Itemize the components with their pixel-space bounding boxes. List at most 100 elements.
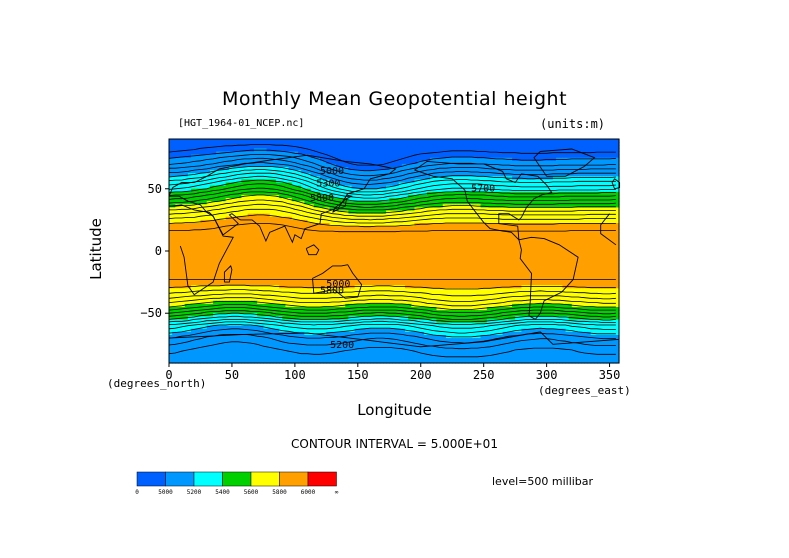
heatmap-cell bbox=[499, 226, 504, 230]
heatmap-cell bbox=[578, 191, 582, 196]
heatmap-cell bbox=[612, 182, 617, 187]
heatmap-cell bbox=[209, 154, 214, 159]
heatmap-cell bbox=[244, 207, 249, 212]
heatmap-cell bbox=[389, 139, 394, 143]
heatmap-cell bbox=[320, 145, 324, 149]
heatmap-cell bbox=[203, 223, 208, 227]
heatmap-cell bbox=[209, 157, 214, 162]
heatmap-cell bbox=[392, 195, 397, 199]
heatmap-cell bbox=[181, 160, 186, 165]
heatmap-cell bbox=[411, 188, 416, 193]
heatmap-cell bbox=[367, 223, 371, 227]
heatmap-cell bbox=[357, 216, 362, 221]
heatmap-cell bbox=[505, 163, 510, 168]
heatmap-cell bbox=[213, 179, 217, 184]
heatmap-cell bbox=[345, 229, 349, 233]
heatmap-cell bbox=[203, 238, 208, 243]
heatmap-cell bbox=[367, 226, 371, 230]
heatmap-cell bbox=[512, 185, 516, 190]
heatmap-cell bbox=[502, 219, 507, 224]
heatmap-cell bbox=[527, 213, 532, 218]
heatmap-cell bbox=[395, 145, 400, 149]
heatmap-cell bbox=[537, 198, 541, 202]
heatmap-cell bbox=[452, 204, 456, 209]
heatmap-cell bbox=[235, 148, 239, 153]
heatmap-cell bbox=[285, 160, 290, 165]
heatmap-cell bbox=[489, 173, 494, 177]
heatmap-cell bbox=[505, 207, 510, 212]
heatmap-cell bbox=[345, 163, 349, 168]
heatmap-cell bbox=[213, 216, 217, 221]
heatmap-cell bbox=[345, 173, 349, 177]
heatmap-cell bbox=[445, 148, 450, 153]
heatmap-cell bbox=[502, 223, 507, 227]
heatmap-cell bbox=[556, 167, 560, 171]
heatmap-cell bbox=[301, 198, 305, 202]
heatmap-cell bbox=[169, 160, 173, 165]
heatmap-cell bbox=[244, 148, 249, 153]
heatmap-cell bbox=[590, 170, 595, 174]
heatmap-cell bbox=[320, 232, 324, 237]
heatmap-cell bbox=[565, 167, 570, 171]
heatmap-cell bbox=[515, 160, 519, 165]
heatmap-cell bbox=[480, 213, 485, 218]
heatmap-cell bbox=[411, 160, 416, 165]
heatmap-cell bbox=[231, 223, 236, 227]
heatmap-cell bbox=[508, 151, 513, 156]
heatmap-cell bbox=[556, 145, 560, 149]
heatmap-cell bbox=[307, 157, 312, 162]
heatmap-cell bbox=[556, 216, 560, 221]
heatmap-cell bbox=[540, 235, 545, 240]
heatmap-cell bbox=[552, 201, 557, 205]
heatmap-cell bbox=[449, 232, 453, 237]
heatmap-cell bbox=[175, 185, 180, 190]
heatmap-cell bbox=[401, 232, 406, 237]
heatmap-cell bbox=[200, 235, 205, 240]
heatmap-cell bbox=[304, 154, 309, 159]
heatmap-cell bbox=[272, 154, 277, 159]
heatmap-cell bbox=[477, 179, 482, 184]
heatmap-cell bbox=[405, 139, 409, 143]
heatmap-cell bbox=[345, 170, 349, 174]
heatmap-cell bbox=[316, 139, 321, 143]
heatmap-cell bbox=[279, 145, 283, 149]
heatmap-cell bbox=[294, 179, 299, 184]
heatmap-cell bbox=[574, 163, 579, 168]
heatmap-cell bbox=[187, 179, 192, 184]
heatmap-cell bbox=[288, 185, 293, 190]
heatmap-cell bbox=[257, 235, 261, 240]
heatmap-cell bbox=[219, 191, 224, 196]
heatmap-cell bbox=[169, 139, 173, 143]
heatmap-cell bbox=[527, 226, 532, 230]
heatmap-cell bbox=[219, 216, 224, 221]
heatmap-cell bbox=[253, 142, 258, 146]
heatmap-cell bbox=[505, 198, 510, 202]
heatmap-cell bbox=[590, 185, 595, 190]
heatmap-cell bbox=[464, 179, 469, 184]
heatmap-cell bbox=[231, 167, 236, 171]
heatmap-cell bbox=[499, 204, 504, 209]
heatmap-cell bbox=[543, 226, 548, 230]
heatmap-cell bbox=[496, 219, 501, 224]
heatmap-cell bbox=[486, 179, 491, 184]
heatmap-cell bbox=[515, 223, 519, 227]
heatmap-cell bbox=[477, 195, 482, 199]
heatmap-cell bbox=[587, 182, 592, 187]
heatmap-cell bbox=[386, 170, 390, 174]
heatmap-cell bbox=[285, 238, 290, 243]
heatmap-cell bbox=[615, 182, 620, 187]
heatmap-cell bbox=[581, 213, 585, 218]
heatmap-cell bbox=[521, 157, 526, 162]
heatmap-cell bbox=[191, 145, 195, 149]
heatmap-cell bbox=[552, 219, 557, 224]
heatmap-cell bbox=[326, 176, 331, 181]
heatmap-cell bbox=[342, 157, 346, 162]
heatmap-cell bbox=[436, 182, 441, 187]
heatmap-cell bbox=[291, 238, 296, 243]
heatmap-cell bbox=[316, 170, 321, 174]
heatmap-cell bbox=[184, 204, 189, 209]
heatmap-cell bbox=[439, 213, 444, 218]
heatmap-cell bbox=[310, 195, 315, 199]
heatmap-cell bbox=[556, 201, 560, 205]
heatmap-cell bbox=[452, 173, 456, 177]
